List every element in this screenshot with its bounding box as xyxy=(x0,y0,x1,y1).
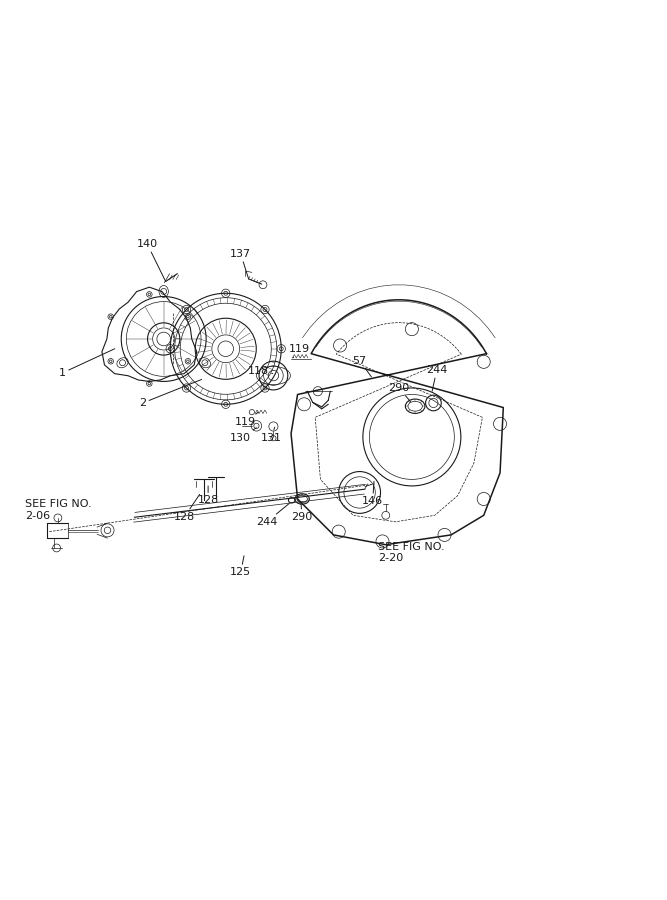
Text: 137: 137 xyxy=(230,249,251,279)
Text: 2: 2 xyxy=(139,380,201,408)
Text: 119: 119 xyxy=(235,412,258,427)
Text: 118: 118 xyxy=(248,366,273,376)
Text: 140: 140 xyxy=(137,239,165,282)
Text: 290: 290 xyxy=(291,502,313,522)
Text: 128: 128 xyxy=(174,494,199,522)
Text: SEE FIG NO.
2-20: SEE FIG NO. 2-20 xyxy=(378,542,444,563)
Text: 57: 57 xyxy=(353,356,372,377)
Text: 128: 128 xyxy=(197,486,219,505)
Text: 1: 1 xyxy=(59,349,115,378)
Text: 146: 146 xyxy=(362,482,384,506)
Text: 130: 130 xyxy=(230,428,256,443)
Text: SEE FIG NO.
2-06: SEE FIG NO. 2-06 xyxy=(25,500,92,521)
Text: 119: 119 xyxy=(289,345,310,358)
Text: 125: 125 xyxy=(230,556,251,577)
Text: 244: 244 xyxy=(426,365,448,392)
Text: 131: 131 xyxy=(261,428,282,443)
Text: 244: 244 xyxy=(256,504,289,526)
Text: 290: 290 xyxy=(388,383,411,401)
